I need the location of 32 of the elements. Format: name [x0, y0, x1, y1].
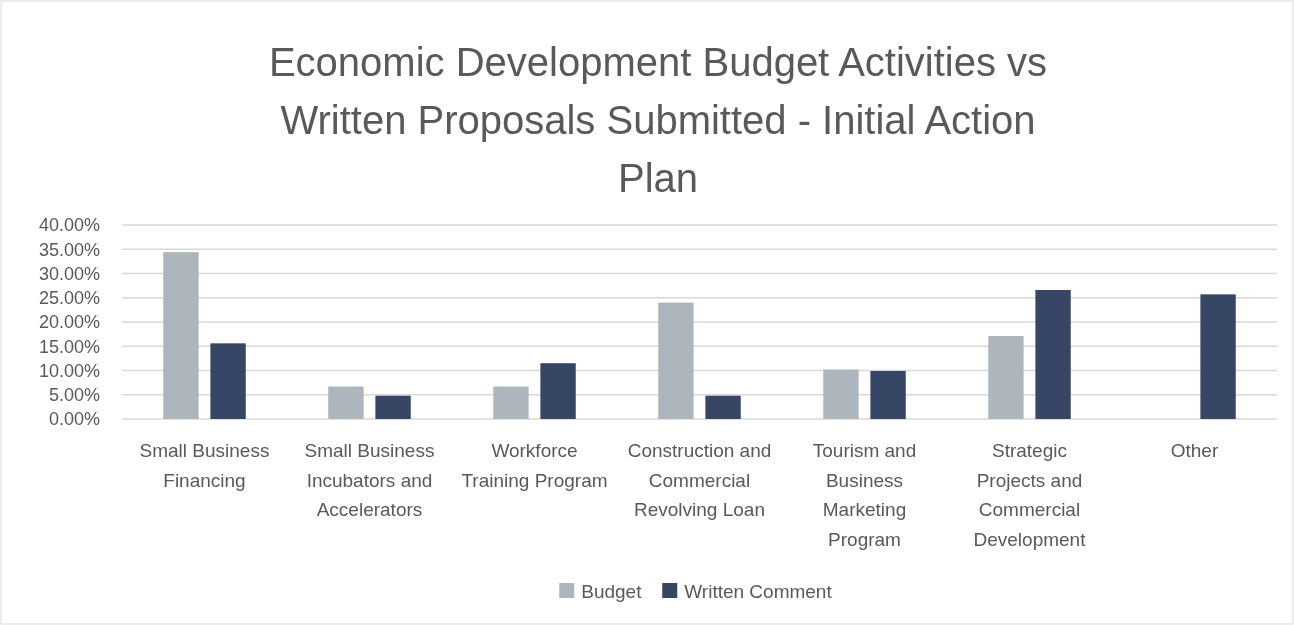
bar: [210, 343, 246, 419]
y-tick-label: 0.00%: [48, 409, 100, 430]
bar: [823, 369, 859, 419]
bar: [1200, 294, 1236, 419]
y-tick-label: 10.00%: [38, 360, 100, 381]
bar: [493, 386, 529, 419]
x-tick-label: Small Business Financing: [139, 440, 270, 491]
x-tick-label: Other: [1170, 440, 1219, 461]
y-tick-label: 15.00%: [38, 336, 100, 357]
y-tick-label: 5.00%: [48, 385, 100, 406]
legend-label: Budget: [581, 580, 643, 602]
y-tick-label: 35.00%: [38, 239, 100, 260]
bar: [1035, 289, 1071, 419]
bar: [540, 363, 576, 419]
x-tick-label: Construction and Commercial Revolving Loan: [627, 440, 772, 520]
x-tick-label: Strategic Projects and Commercial Development: [973, 440, 1087, 550]
y-tick-label: 25.00%: [38, 288, 100, 309]
y-tick-label: 20.00%: [38, 312, 100, 333]
bar: [705, 395, 741, 419]
x-tick-label: Tourism and Business Marketing Program: [812, 440, 917, 550]
x-tick-label: Workforce Training Program: [461, 440, 608, 491]
bar: [163, 252, 199, 419]
bar: [375, 395, 411, 419]
y-tick-label: 40.00%: [38, 215, 100, 236]
x-tick-label: Small Business Incubators and Accelerators: [304, 440, 435, 520]
y-tick-label: 30.00%: [38, 263, 100, 284]
bar: [658, 302, 694, 419]
bar: [870, 370, 906, 419]
bar: [328, 386, 364, 419]
bar: [988, 336, 1024, 419]
chart-title: Economic Development Budget Activities vs Written Proposals Submitted - Initial Action Plan: [268, 40, 1048, 200]
legend-label: Written Comment: [684, 580, 833, 602]
